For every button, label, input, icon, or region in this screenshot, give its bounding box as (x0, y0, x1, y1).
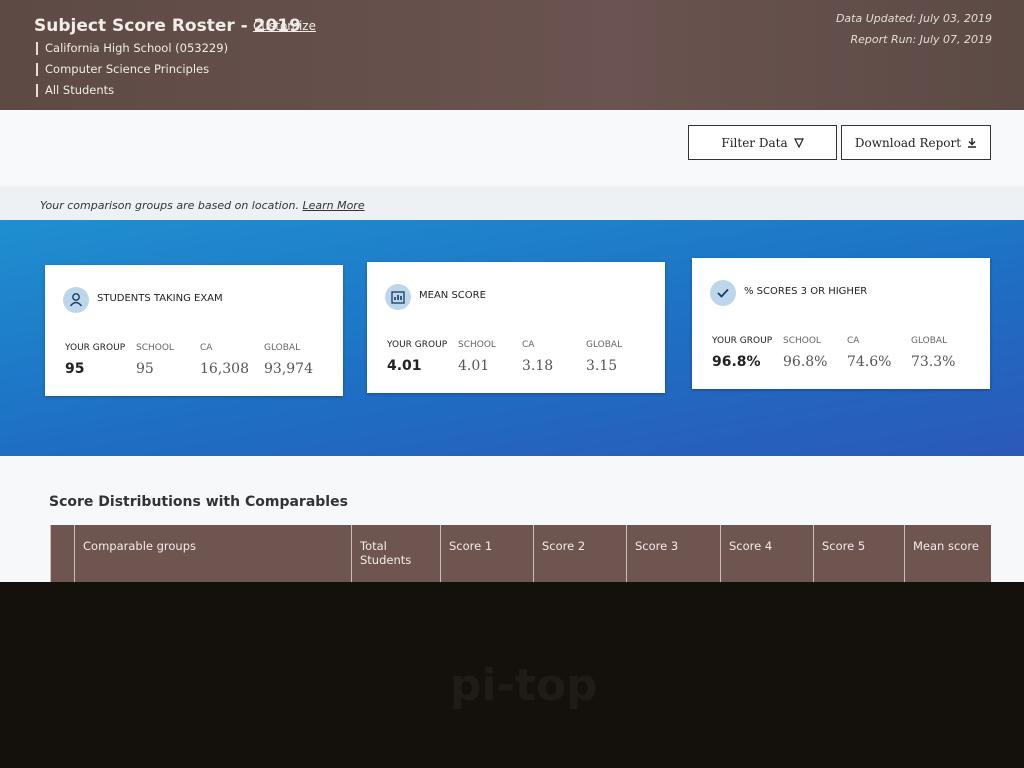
icon (69, 293, 83, 307)
filter-course: Computer Science Principles (36, 63, 209, 76)
report-title: Subject Score Roster - 2019 (34, 16, 301, 36)
filter-school: California High School (053229) (36, 42, 228, 55)
card-title: % SCORES 3 OR HIGHER (744, 286, 868, 297)
stat-label: CA (847, 336, 860, 346)
stat-column: SCHOOL 96.8% (783, 336, 827, 370)
filter-icon (793, 137, 804, 148)
table-title: Score Distributions with Comparables (49, 494, 348, 510)
card-title: STUDENTS TAKING EXAM (97, 293, 223, 304)
button-label: Download Report (854, 135, 962, 150)
stat-column: CA 74.6% (847, 336, 891, 370)
stat-column: GLOBAL 3.15 (586, 340, 622, 374)
stat-value: 74.6% (847, 354, 892, 370)
bezel-logo: pi-top (450, 660, 598, 711)
stat-label: YOUR GROUP (65, 343, 126, 353)
filter-group: All Students (36, 84, 114, 97)
table-header-cell: Score 2 (533, 525, 626, 582)
stat-value: 73.3% (911, 354, 956, 370)
table-header-cell: Comparable groups (74, 525, 351, 582)
stat-label: CA (200, 343, 213, 353)
stat-label: GLOBAL (586, 340, 623, 350)
card-icon (63, 287, 89, 313)
card-icon (385, 284, 411, 310)
table-header-cell: Score 4 (720, 525, 813, 582)
download-icon (968, 137, 977, 148)
stat-label: GLOBAL (911, 336, 948, 346)
stat-value: 16,308 (200, 361, 249, 377)
stat-value: 4.01 (387, 358, 422, 374)
filter-button[interactable]: Filter Data (688, 125, 837, 160)
table-header-cell: Score 5 (813, 525, 904, 582)
summary-card: MEAN SCORE YOUR GROUP 4.01 SCHOOL 4.01 CA 3.18… (367, 262, 665, 393)
icon (391, 291, 405, 304)
table-header-cell: Total Students (351, 525, 440, 582)
stat-column: CA 3.18 (522, 340, 553, 374)
report-run: Report Run: July 07, 2019 (850, 33, 992, 46)
table-header-cell: Score 3 (626, 525, 720, 582)
stat-label: YOUR GROUP (712, 336, 773, 346)
stat-value: 95 (65, 361, 85, 377)
stat-column: YOUR GROUP 96.8% (712, 336, 772, 370)
stat-label: YOUR GROUP (387, 340, 448, 350)
notice: Your comparison groups are based on loca… (40, 199, 365, 212)
stat-value: 4.01 (458, 358, 490, 374)
stat-label: SCHOOL (458, 340, 496, 350)
stat-column: SCHOOL 95 (136, 343, 174, 377)
stat-column: YOUR GROUP 95 (65, 343, 125, 377)
customize-link[interactable]: Customize (253, 19, 316, 33)
stat-label: GLOBAL (264, 343, 301, 353)
toolbar: Filter Data Download Report (0, 110, 1024, 186)
data-updated: Data Updated: July 03, 2019 (835, 12, 992, 25)
summary-card: % SCORES 3 OR HIGHER YOUR GROUP 96.8% SCHOO… (692, 258, 990, 389)
button-label: Filter Data (721, 135, 788, 150)
learn-more-link[interactable]: Learn More (302, 199, 365, 212)
table-header-cell (50, 525, 74, 582)
header: Subject Score Roster - 2019 Customize Ca… (0, 0, 1024, 110)
stat-column: YOUR GROUP 4.01 (387, 340, 447, 374)
stat-value: 3.15 (586, 358, 618, 374)
stat-value: 96.8% (712, 354, 761, 370)
stat-label: CA (522, 340, 535, 350)
stat-value: 3.18 (522, 358, 554, 374)
stat-value: 95 (136, 361, 154, 377)
card-title: MEAN SCORE (419, 290, 486, 301)
stat-label: SCHOOL (783, 336, 821, 346)
icon (717, 288, 729, 298)
card-icon (710, 280, 736, 306)
table-header: Comparable groups Total Students Score 1 Sc… (50, 525, 991, 582)
download-button[interactable]: Download Report (841, 125, 991, 160)
screen: Subject Score Roster - 2019 Customize Ca… (0, 0, 1024, 582)
stat-column: CA 16,308 (200, 343, 249, 377)
stat-value: 96.8% (783, 354, 828, 370)
table-header-cell: Score 1 (440, 525, 533, 582)
stat-value: 93,974 (264, 361, 313, 377)
notice-text: Your comparison groups are based on loca… (40, 199, 299, 212)
table-header-cell: Mean score (904, 525, 991, 582)
stat-column: GLOBAL 93,974 (264, 343, 313, 377)
summary-card: STUDENTS TAKING EXAM YOUR GROUP 95 SCHOOL 95… (45, 265, 343, 396)
stat-column: GLOBAL 73.3% (911, 336, 955, 370)
stat-column: SCHOOL 4.01 (458, 340, 496, 374)
stat-label: SCHOOL (136, 343, 174, 353)
